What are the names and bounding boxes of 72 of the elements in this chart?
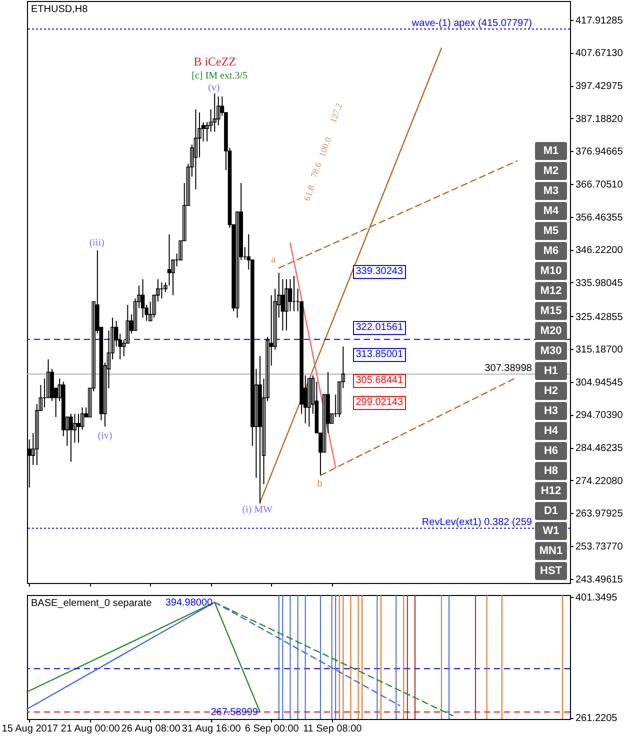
y-tick-label: 356.46355	[576, 212, 624, 224]
y-tick-label: 325.42855	[576, 312, 624, 323]
annotation: M2	[535, 162, 567, 180]
y-tick-label: 335.98045	[576, 278, 624, 289]
annotation: 394.98000	[165, 597, 214, 608]
annotation: M6	[535, 242, 567, 260]
annotation: 313.85001	[352, 348, 406, 362]
annotation: MN1	[535, 542, 567, 560]
y-tick-label: 346.22200	[576, 245, 624, 256]
annotation: 322.01561	[352, 321, 406, 335]
annotation: M12	[535, 282, 567, 300]
annotation: 78.6	[308, 160, 324, 180]
annotation: M30	[535, 342, 567, 360]
annotation: H12	[535, 482, 567, 500]
annotation: H1	[535, 362, 567, 380]
chart-title: ETHUSD,H8	[31, 4, 88, 15]
y-tick-label: 417.91285	[576, 15, 624, 26]
x-tick-label: 6 Sep 00:00	[244, 724, 300, 734]
annotation: H2	[535, 382, 567, 400]
y-tick-label: 366.70510	[576, 179, 624, 190]
annotation: 127.2	[328, 102, 344, 124]
x-tick-label: 26 Aug 08:00	[121, 724, 181, 734]
y-tick-label: 397.42975	[576, 81, 624, 92]
annotation: M5	[535, 222, 567, 240]
annotation: M4	[535, 202, 567, 220]
annotation: M15	[535, 302, 567, 320]
y-tick-label: 315.18700	[576, 344, 624, 356]
y-tick-label: 243.49615	[576, 574, 624, 586]
annotation: M3	[535, 182, 567, 200]
annotation: HST	[535, 562, 567, 580]
annotation: H4	[535, 422, 567, 440]
y-tick-label: 261.2205	[576, 713, 618, 724]
x-tick-label: 31 Aug 16:00	[182, 724, 242, 734]
y-tick-label: 294.70390	[576, 410, 624, 422]
y-tick-label: 304.94545	[576, 377, 624, 388]
y-tick-label: 376.94665	[576, 146, 624, 158]
x-tick-label: 15 Aug 2017	[2, 724, 58, 734]
y-tick-label: 401.3495	[576, 592, 618, 604]
annotation: W1	[535, 522, 567, 540]
ref-line-label: RevLev(ext1) 0.382 (259	[422, 517, 532, 528]
annotation: M1	[535, 142, 567, 160]
y-tick-label: 387.18820	[576, 114, 624, 125]
annotation: 100.0	[317, 136, 334, 158]
chart-title: BASE_element_0 separate	[31, 598, 152, 609]
x-tick-label: 11 Sep 08:00	[302, 724, 362, 734]
annotation: B iCeZZ	[194, 54, 236, 70]
annotation: 61.8	[302, 184, 317, 202]
annotation: (v)	[208, 82, 220, 94]
annotation: 339.30243	[352, 265, 406, 279]
annotation: M20	[535, 322, 567, 340]
ref-line-label: wave-(1) apex (415.07797)	[410, 18, 532, 29]
annotation: a	[271, 254, 276, 266]
annotation: 305.68441	[352, 374, 406, 388]
y-tick-label: 284.46235	[576, 443, 624, 454]
annotation: 267.58999	[210, 707, 258, 718]
y-tick-label: 407.67130	[576, 48, 624, 60]
annotation: M10	[535, 262, 567, 280]
ref-line-label: 307.38998	[484, 363, 532, 374]
annotation: [c] IM ext.3/5	[192, 70, 248, 82]
y-tick-label: 274.22080	[576, 476, 624, 487]
annotation: H3	[535, 402, 567, 420]
x-tick-label: 21 Aug 00:00	[60, 724, 120, 734]
y-tick-label: 263.97925	[576, 508, 624, 520]
annotation: b	[317, 478, 322, 490]
annotation: (iv)	[98, 430, 112, 442]
annotation: H6	[535, 442, 567, 460]
annotation: D1	[535, 502, 567, 520]
annotation: 299.02143	[352, 396, 406, 410]
annotation: (iii)	[89, 238, 104, 248]
annotation: H8	[535, 462, 567, 480]
annotation: (i) MW	[242, 504, 272, 516]
y-tick-label: 253.73770	[576, 542, 624, 553]
